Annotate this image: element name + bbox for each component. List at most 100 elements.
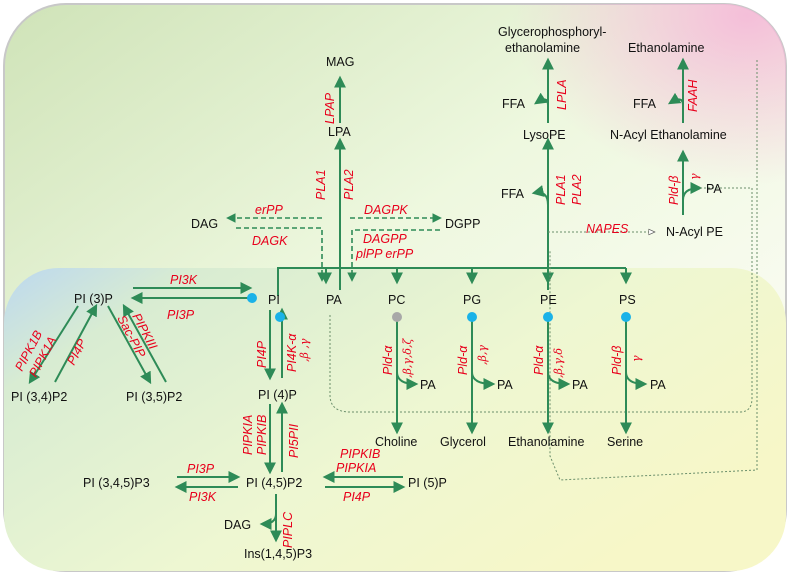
enzyme-erpp: erPP [255, 203, 283, 217]
dotted-loop-right [549, 60, 758, 481]
pi-dot-left [247, 293, 257, 303]
enzyme-piplc: PIPLC [281, 511, 295, 548]
dotted-loop-pa [329, 258, 753, 413]
arrow-dgpp-pa [347, 229, 440, 282]
enzyme-dagpp: DAGPP [363, 232, 407, 246]
arrow-pc-pa [396, 371, 419, 390]
label-dag-bottom: DAG [224, 518, 251, 532]
enzyme-pipkia-vert: PIPKIA [241, 415, 255, 455]
enzyme-pe-greek: ,β,γ,δ [552, 348, 565, 378]
enzyme-ps-gamma: γ [630, 355, 643, 362]
arrow-pi3p-pi34p2 [28, 305, 79, 385]
enzyme-pi3p-bottom: PI3P [187, 462, 215, 476]
label-pi35p2: PI (3,5)P2 [126, 390, 182, 404]
enzyme-pi3p: PI3P [167, 308, 195, 322]
label-ethanolamine-gp: ethanolamine [505, 41, 580, 55]
label-lpa: LPA [328, 125, 351, 139]
label-serine: Serine [607, 435, 643, 449]
label-lysope: LysoPE [523, 128, 566, 142]
pi-dot-below [275, 312, 285, 322]
arrow-nape-pa [682, 182, 703, 201]
label-pe: PE [540, 293, 557, 307]
label-pi345p3: PI (3,4,5)P3 [83, 476, 150, 490]
label-pi: PI [268, 293, 280, 307]
label-pi34p2: PI (3,4)P2 [11, 390, 67, 404]
enzyme-pla2-pe: PLA2 [570, 174, 584, 205]
enzyme-lpap: LPAP [323, 92, 337, 124]
label-pg: PG [463, 293, 481, 307]
enzyme-pla1: PLA1 [314, 169, 328, 200]
label-pa-nape: PA [706, 182, 722, 196]
arrow-pi3p-pi35p2 [107, 305, 152, 385]
label-pi45p2: PI (4,5)P2 [246, 476, 302, 490]
label-pa-pe: PA [572, 378, 588, 392]
label-n-acyl-pe: N-Acyl PE [666, 225, 723, 239]
pe-dot [543, 312, 553, 322]
enzyme-pipkib: PIPKIB [340, 447, 380, 461]
arrow-dag-pa [236, 227, 327, 282]
enzyme-pi3k-bottom: PI3K [189, 490, 217, 504]
enzyme-pc-greek: ,β,γ,δ,ζ [401, 337, 414, 378]
enzyme-gamma-top: γ [688, 173, 701, 180]
label-ps: PS [619, 293, 636, 307]
arrow-pi34p2-pi3p [54, 303, 98, 383]
ps-dot [621, 312, 631, 322]
enzyme-pi4p-bottom: PI4P [343, 490, 371, 504]
enzyme-pi4k-alpha: PI4K-α [285, 333, 299, 372]
enzyme-lpla: LPLA [555, 79, 569, 110]
label-pa-ps: PA [650, 378, 666, 392]
label-choline: Choline [375, 435, 417, 449]
enzyme-pld-beta-ps: Pld-β [610, 346, 624, 375]
label-pi3p: PI (3)P [74, 292, 113, 306]
label-ffa-1: FFA [502, 97, 526, 111]
label-ins145p3: Ins(1,4,5)P3 [244, 547, 312, 561]
enzyme-pi4k-beta-gamma: ,β ,γ [298, 338, 311, 362]
enzyme-pld-alpha-pg: Pld-α [456, 345, 470, 375]
label-dgpp: DGPP [445, 217, 480, 231]
label-ffa-2: FFA [633, 97, 657, 111]
arrow-pi35p2-pi3p [122, 303, 167, 383]
enzyme-faah: FAAH [686, 79, 700, 112]
enzyme-pld-alpha-pc: Pld-α [381, 345, 395, 375]
enzyme-pld-alpha-pe: Pld-α [532, 345, 546, 375]
label-glycerophosphoryl: Glycerophosphoryl- [498, 25, 606, 39]
label-mag: MAG [326, 55, 354, 69]
label-glycerol: Glycerol [440, 435, 486, 449]
arrow-pe-pa [547, 371, 571, 390]
enzyme-pla1-pe: PLA1 [554, 174, 568, 205]
label-pa-pc: PA [420, 378, 436, 392]
enzyme-pld-beta-top: Pld-β [667, 176, 681, 205]
enzyme-pipkib-vert: PIPKIB [255, 415, 269, 455]
enzyme-dagpk: DAGPK [364, 203, 408, 217]
arrow-pi45p2-dag [259, 513, 277, 530]
arrow-pe-ffa [531, 185, 549, 206]
enzyme-pi5pii: PI5PII [287, 423, 301, 458]
pg-dot [467, 312, 477, 322]
enzyme-pi4p-vert: PI4P [255, 340, 269, 368]
arrow-lysope-ffa [534, 92, 549, 106]
arrow-nae-ffa [667, 92, 684, 106]
label-n-acyl-ethanolamine: N-Acyl Ethanolamine [610, 128, 727, 142]
enzyme-pi3k: PI3K [170, 273, 198, 287]
inner-panel [4, 268, 786, 571]
enzyme-pipkia: PIPKIA [336, 461, 376, 475]
enzyme-napes: NAPES [586, 222, 629, 236]
label-pa: PA [326, 293, 342, 307]
label-pa-pg: PA [497, 378, 513, 392]
label-ethanolamine-top: Ethanolamine [628, 41, 704, 55]
label-ethanolamine-bottom: Ethanolamine [508, 435, 584, 449]
label-dag: DAG [191, 217, 218, 231]
enzyme-dagk: DAGK [252, 234, 288, 248]
label-pi5p: PI (5)P [408, 476, 447, 490]
enzyme-pla2: PLA2 [342, 169, 356, 200]
pc-dot [392, 312, 402, 322]
arrow-ps-pa [625, 371, 648, 390]
bus-line [277, 267, 626, 296]
label-pi4p: PI (4)P [258, 388, 297, 402]
label-pc: PC [388, 293, 405, 307]
enzyme-plpp-erpp: plPP erPP [355, 247, 414, 261]
enzyme-pg-greek: ,β,γ [476, 345, 489, 365]
arrow-pg-pa [471, 371, 496, 390]
